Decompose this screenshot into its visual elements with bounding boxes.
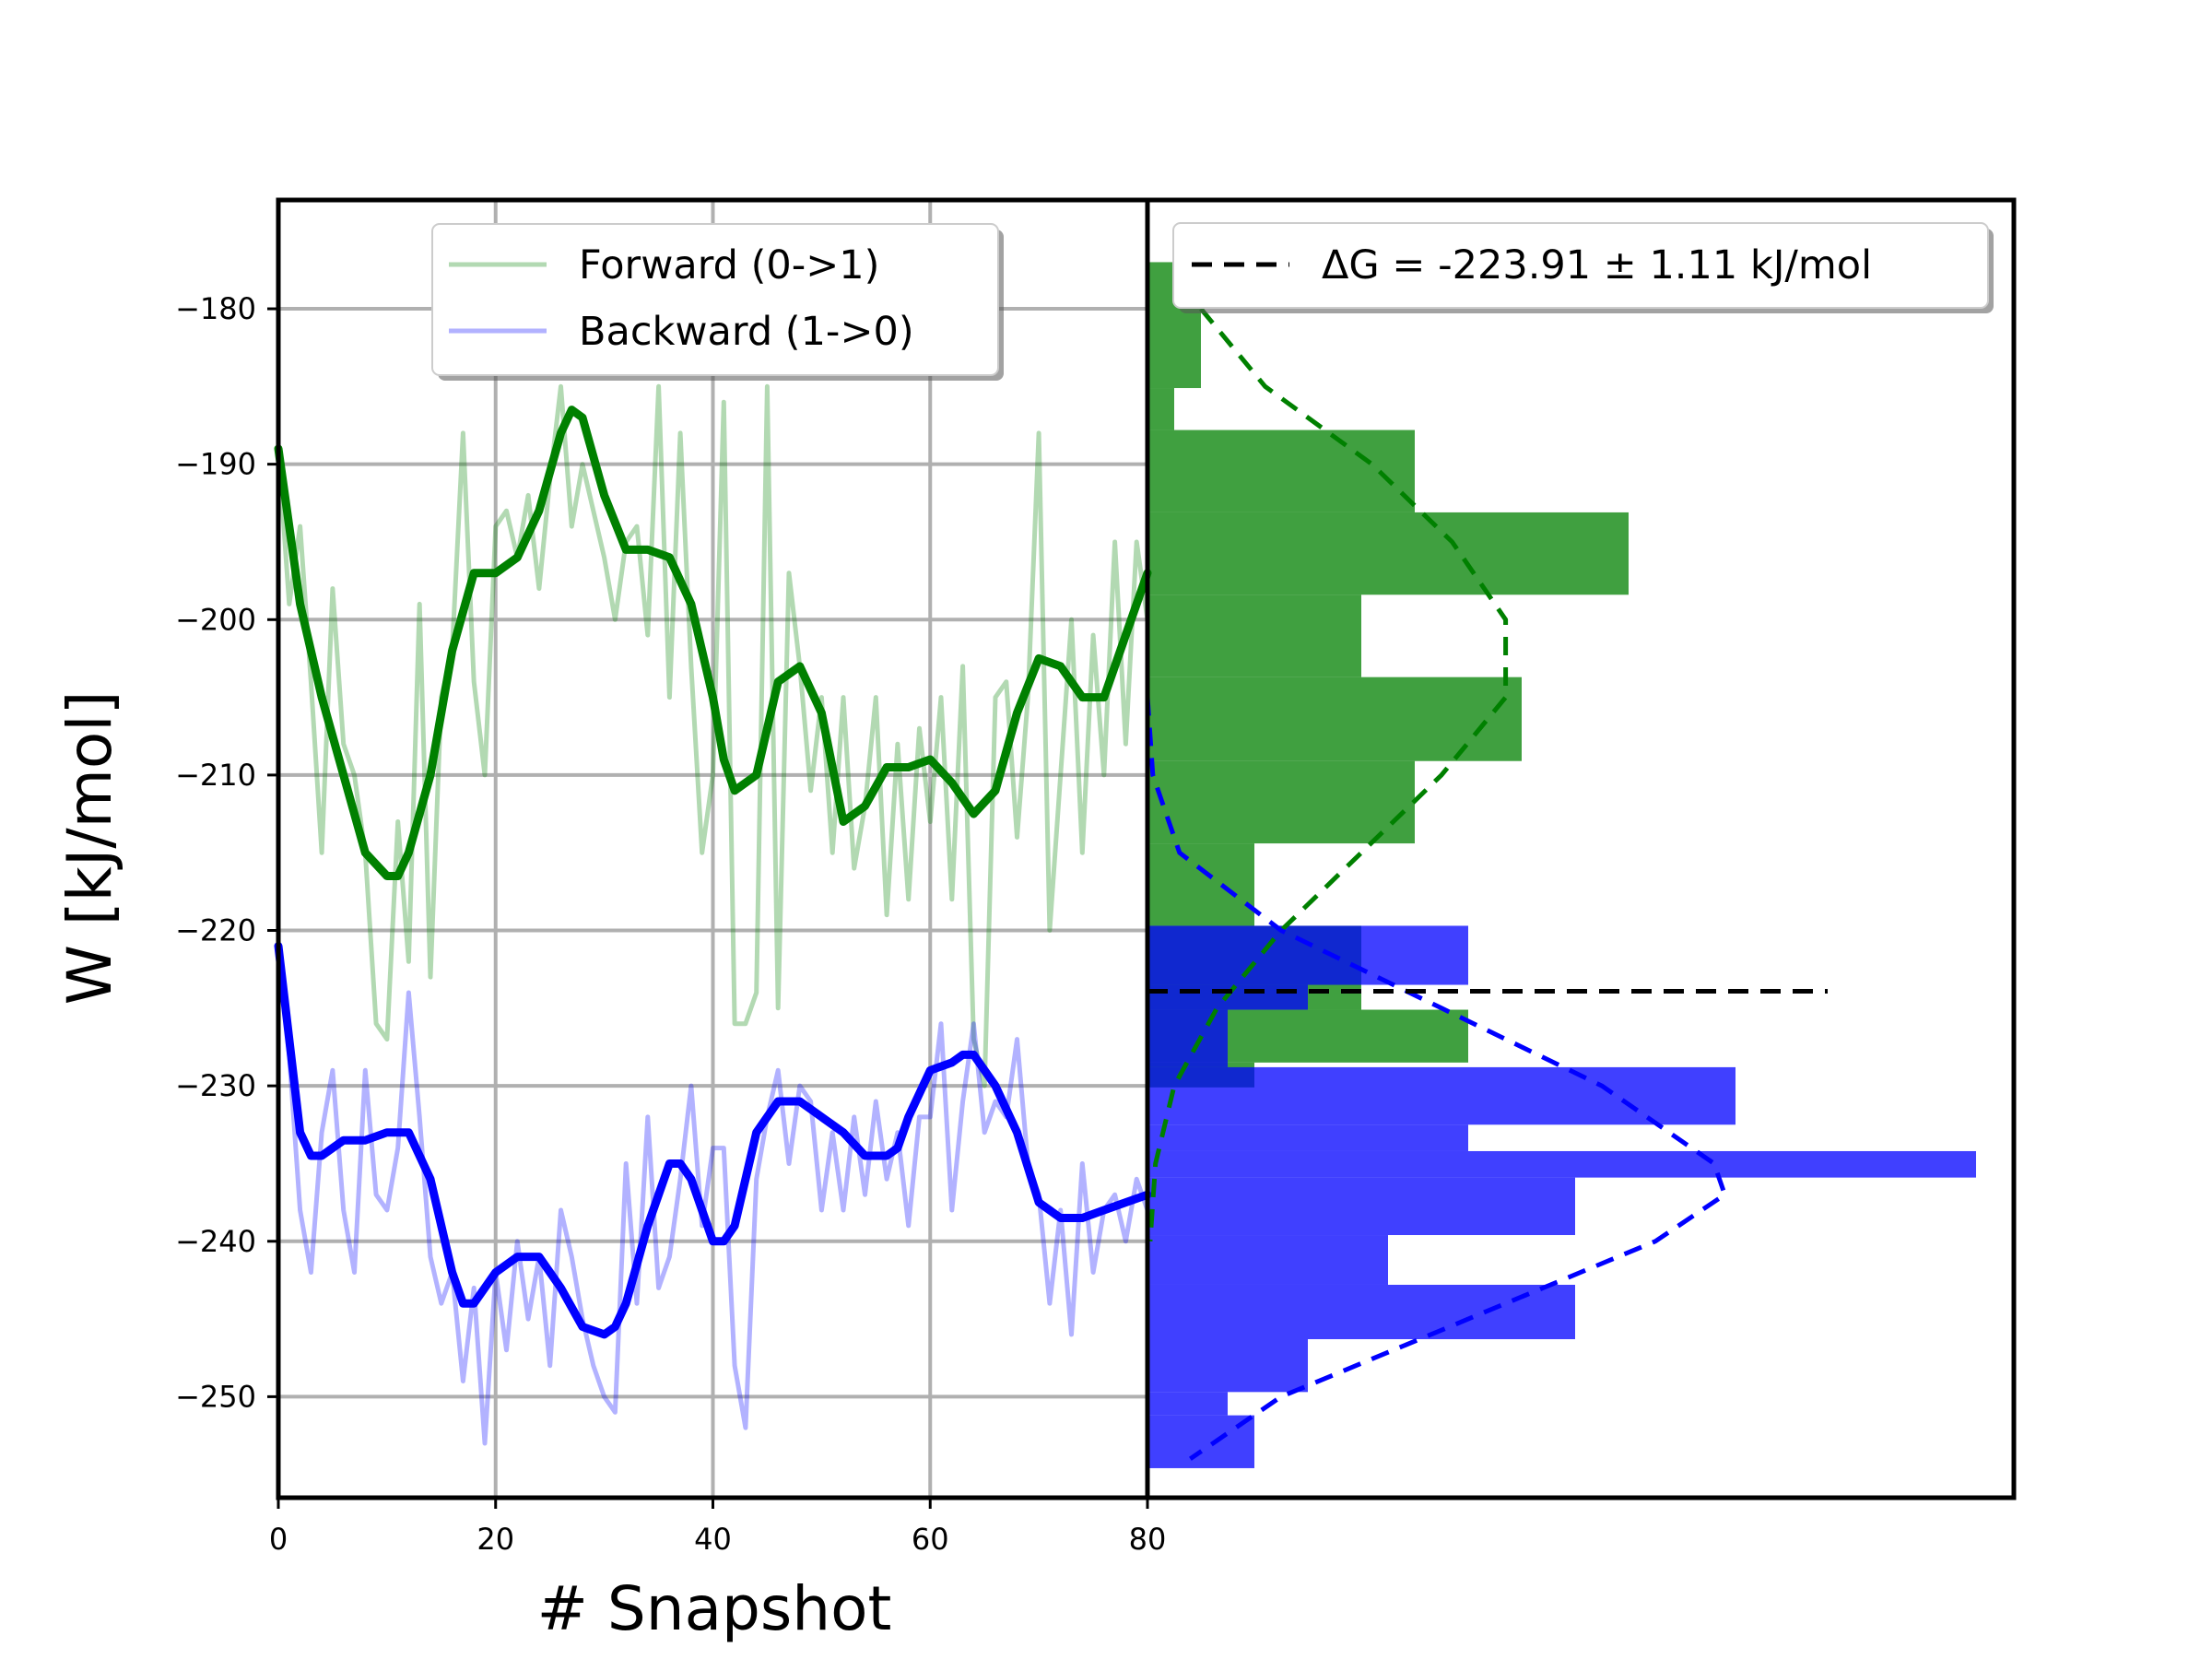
backward-fit-curve: [1145, 697, 1727, 1461]
y-tick-label: −240: [175, 1224, 256, 1259]
x-tick-label: 80: [1129, 1522, 1167, 1557]
backward-smoothed-line: [274, 941, 1152, 1339]
right-panel: [1145, 197, 2017, 1500]
forward-histogram-bar: [1147, 512, 1629, 595]
fit-curves: [1145, 307, 1727, 1461]
legend-forward-label: Forward (0->1): [579, 242, 879, 288]
forward-histogram-bar: [1147, 760, 1415, 844]
y-tick-label: −210: [175, 758, 256, 793]
backward-histogram-bar: [1147, 1177, 1575, 1236]
left-panel: 0 20 40 60 80 −180 −190 −200 −210 −220 −230 −240 −25…: [175, 197, 1166, 1557]
y-tick-label: −200: [175, 602, 256, 637]
x-tick-label: 0: [269, 1522, 288, 1557]
backward-histogram-bar: [1147, 1392, 1228, 1416]
backward-histogram-bar: [1147, 1124, 1468, 1151]
backward-histogram-bar: [1147, 1284, 1575, 1340]
backward-histogram-bar: [1147, 925, 1468, 985]
backward-histogram-bar: [1147, 1150, 1976, 1178]
forward-raw-line: [276, 383, 1150, 1088]
histogram-bars: [1147, 262, 1976, 1468]
tick-labels: 0 20 40 60 80 −180 −190 −200 −210 −220 −230 −240 −25…: [175, 291, 1166, 1557]
right-plot-frame: [1145, 197, 2017, 1500]
forward-histogram-bar: [1147, 388, 1174, 430]
y-tick-label: −230: [175, 1068, 256, 1103]
forward-smoothed-line: [274, 406, 1152, 880]
y-axis-title: W [kJ/mol]: [54, 691, 125, 1006]
backward-histogram-bar: [1147, 1339, 1308, 1393]
left-legend: Forward (0->1) Backward (1->0): [431, 223, 1004, 381]
y-tick-label: −190: [175, 447, 256, 482]
legend-delta-g-label: ΔG = -223.91 ± 1.11 kJ/mol: [1322, 242, 1872, 288]
y-tick-label: −180: [175, 291, 256, 326]
backward-histogram-bar: [1147, 1235, 1388, 1285]
x-tick-label: 40: [694, 1522, 732, 1557]
forward-histogram-bar: [1147, 429, 1415, 512]
right-legend: ΔG = -223.91 ± 1.11 kJ/mol: [1172, 222, 1994, 313]
backward-histogram-bar: [1147, 1415, 1254, 1468]
forward-histogram-bar: [1147, 843, 1254, 926]
x-tick-label: 20: [477, 1522, 514, 1557]
y-tick-label: −250: [175, 1379, 256, 1414]
forward-histogram-bar: [1147, 594, 1361, 677]
x-axis-title: # Snapshot: [537, 1573, 892, 1644]
forward-fit-curve: [1147, 307, 1509, 1241]
backward-histogram-bar: [1147, 1009, 1228, 1067]
legend-backward-label: Backward (1->0): [579, 309, 914, 355]
forward-histogram-bar: [1147, 677, 1522, 761]
tick-marks: [267, 307, 1149, 1509]
y-tick-label: −220: [175, 913, 256, 948]
series-lines: [274, 383, 1152, 1446]
x-tick-label: 60: [912, 1522, 949, 1557]
grid-lines: [278, 200, 1147, 1498]
backward-histogram-bar: [1147, 1066, 1735, 1125]
